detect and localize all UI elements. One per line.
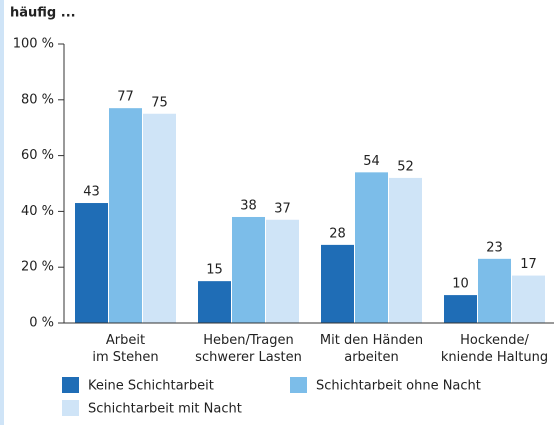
y-tick-label: 20 % [21,260,54,275]
bar [478,258,511,323]
value-label: 23 [486,240,503,255]
bar [355,172,388,323]
value-label: 37 [274,201,291,216]
value-label: 77 [117,90,134,105]
y-tick-label: 80 % [21,92,54,107]
x-tick-label: Arbeit im Stehen [92,333,158,365]
bar [75,203,108,323]
value-label: 15 [206,263,223,278]
bar [109,108,142,323]
bar [389,177,422,323]
value-label: 17 [520,257,537,272]
bar [143,113,176,323]
bar [232,216,265,323]
bar [198,281,231,323]
bar [321,244,354,323]
value-label: 38 [240,198,257,213]
bar [266,219,299,323]
y-tick-label: 40 % [21,204,54,219]
chart-title: häufig ... [10,6,76,21]
y-tick-label: 60 % [21,148,54,163]
value-label: 10 [452,277,469,292]
legend-swatch [62,377,79,393]
value-label: 28 [329,226,346,241]
x-tick-label: Heben/Tragen schwerer Lasten [195,333,302,365]
legend-label: Keine Schichtarbeit [88,379,214,394]
bar [444,295,477,323]
value-label: 52 [397,159,414,174]
side-strip [0,0,4,425]
value-label: 43 [83,185,100,200]
x-tick-label: Hockende/kniende Haltung [441,333,548,365]
y-tick-label: 100 % [13,37,54,52]
bar [512,275,545,323]
legend-swatch [290,377,307,393]
value-label: 54 [363,154,380,169]
value-label: 75 [151,95,168,110]
legend-label: Schichtarbeit mit Nacht [88,402,242,417]
y-tick-label: 0 % [29,316,54,331]
x-tick-label: Mit den Händen arbeiten [320,333,423,365]
legend-label: Schichtarbeit ohne Nacht [316,379,481,394]
legend-swatch [62,400,79,416]
